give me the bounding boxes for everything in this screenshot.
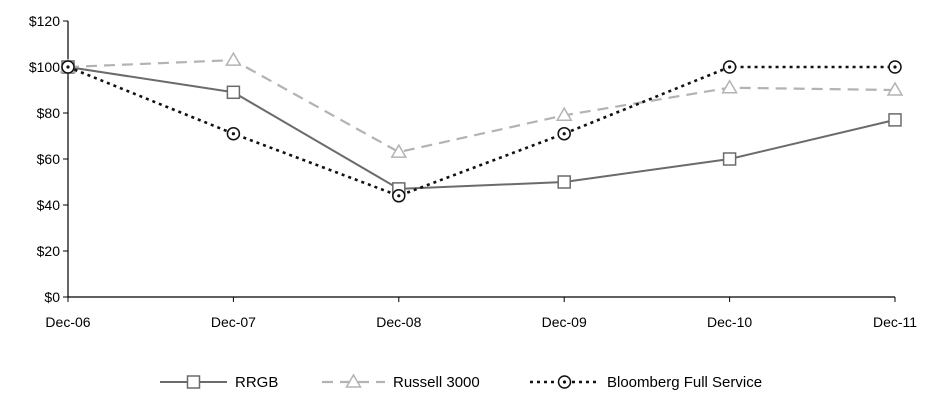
- data-point-russell-3000: [886, 81, 904, 96]
- legend-item-bloomberg-full-service: Bloomberg Full Service: [530, 374, 762, 391]
- data-point-bloomberg-full-service-dot: [66, 65, 70, 69]
- data-point-bloomberg-full-service-dot: [893, 65, 897, 69]
- chart-axes: $0 $20 $40 $60 $80 $100 $120 Dec-06 Dec-07 Dec-08…: [29, 13, 917, 330]
- data-point-bloomberg-full-service-dot: [728, 65, 732, 69]
- y-tick-label: $80: [37, 105, 61, 121]
- series-rrgb: [61, 60, 902, 196]
- series-bloomberg-full-service: [61, 60, 902, 203]
- data-point-russell-3000: [721, 79, 738, 94]
- x-tick-label: Dec-10: [707, 314, 752, 330]
- x-tick-label: Dec-06: [45, 314, 90, 330]
- data-point-russell-3000: [390, 143, 408, 158]
- series-line-russell-3000: [67, 58, 896, 154]
- series-russell-3000: [59, 51, 904, 158]
- data-point-rrgb: [888, 113, 902, 127]
- legend-label-russell-3000: Russell 3000: [393, 374, 480, 391]
- data-point-bloomberg-full-service-dot: [231, 132, 235, 136]
- legend-marker-rrgb: [186, 375, 201, 389]
- legend-marker-bloomberg-full-service-dot: [562, 380, 567, 384]
- data-point-bloomberg-full-service-dot: [562, 132, 566, 136]
- y-tick-label: $20: [37, 243, 61, 259]
- data-point-bloomberg-full-service-dot: [397, 194, 401, 198]
- data-point-rrgb: [226, 85, 241, 100]
- x-tick-label: Dec-07: [211, 314, 256, 330]
- legend-label-bloomberg-full-service: Bloomberg Full Service: [607, 374, 762, 391]
- y-tick-label: $120: [29, 13, 60, 29]
- legend-item-rrgb: RRGB: [160, 374, 278, 391]
- x-tick-label: Dec-09: [542, 314, 587, 330]
- data-point-russell-3000: [555, 106, 573, 122]
- series-line-rrgb: [67, 66, 896, 190]
- y-tick-label: $100: [29, 59, 60, 75]
- chart-series: [59, 51, 904, 203]
- legend-marker-russell-3000: [345, 373, 362, 388]
- y-tick-label: $60: [37, 151, 61, 167]
- legend-label-rrgb: RRGB: [235, 374, 278, 391]
- data-point-russell-3000: [225, 51, 242, 66]
- y-tick-label: $40: [37, 197, 61, 213]
- y-tick-label: $0: [44, 289, 60, 305]
- chart-legend: RRGB Russell 3000 Bloomberg Full Service: [160, 373, 762, 391]
- series-line-bloomberg-full-service: [67, 65, 895, 198]
- x-tick-label: Dec-11: [873, 314, 917, 330]
- data-point-rrgb: [557, 175, 571, 189]
- legend-item-russell-3000: Russell 3000: [322, 373, 480, 391]
- data-point-rrgb: [722, 152, 737, 166]
- x-tick-label: Dec-08: [376, 314, 421, 330]
